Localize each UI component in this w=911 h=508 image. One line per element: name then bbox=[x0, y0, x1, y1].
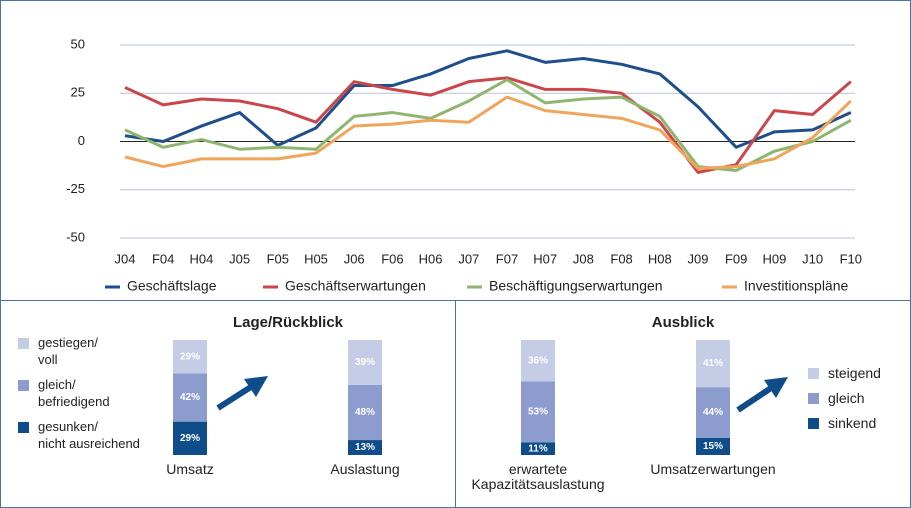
legend-label: Beschäftigungserwartungen bbox=[489, 278, 663, 294]
x-tick-label: J09 bbox=[688, 251, 709, 266]
x-tick-label: F06 bbox=[381, 251, 403, 266]
value-label: 41% bbox=[703, 358, 723, 369]
legend-label: gesunken/ nicht ausreichend bbox=[38, 419, 140, 451]
legend-label: sinkend bbox=[828, 415, 877, 431]
legend-label: steigend bbox=[828, 365, 881, 381]
legend-marker bbox=[808, 418, 819, 429]
category-label: erwartete Kapazitätsauslastung bbox=[471, 461, 605, 492]
arrow bbox=[736, 377, 788, 413]
legend-label: gestiegen/ voll bbox=[38, 335, 98, 367]
value-label: 48% bbox=[355, 407, 375, 418]
bar-segment bbox=[348, 384, 382, 441]
bar-segment bbox=[173, 373, 207, 422]
y-tick-label: -25 bbox=[66, 181, 85, 196]
category-label: Umsatz bbox=[166, 461, 214, 477]
legend-label: Investitionspläne bbox=[744, 278, 849, 294]
legend-marker bbox=[808, 393, 819, 404]
panel-title: Ausblick bbox=[652, 314, 715, 331]
x-tick-label: H06 bbox=[419, 251, 443, 266]
legend-marker bbox=[18, 380, 29, 391]
x-tick-label: F09 bbox=[725, 251, 747, 266]
line-series bbox=[124, 78, 852, 172]
value-label: 29% bbox=[180, 433, 200, 444]
value-label: 29% bbox=[180, 351, 200, 362]
bar-segment bbox=[696, 437, 730, 455]
arrow bbox=[216, 376, 268, 411]
line-series bbox=[124, 49, 852, 149]
y-tick-label: -50 bbox=[66, 229, 85, 244]
bar-segment bbox=[348, 440, 382, 455]
x-tick-label: H05 bbox=[304, 251, 328, 266]
value-label: 53% bbox=[528, 407, 548, 418]
y-tick-label: 0 bbox=[78, 133, 85, 148]
panel-title: Lage/Rückblick bbox=[233, 314, 344, 331]
x-tick-label: H07 bbox=[533, 251, 557, 266]
y-tick-label: 25 bbox=[71, 85, 85, 100]
value-label: 44% bbox=[703, 407, 723, 418]
x-tick-label: J04 bbox=[115, 251, 136, 266]
bar-segment bbox=[521, 381, 555, 443]
value-label: 36% bbox=[528, 355, 548, 366]
bar-segment bbox=[521, 442, 555, 455]
x-tick-label: H09 bbox=[762, 251, 786, 266]
x-tick-label: J05 bbox=[229, 251, 250, 266]
legend-label: Geschäftserwartungen bbox=[285, 278, 426, 294]
legend-label: Geschäftslage bbox=[127, 278, 217, 294]
value-label: 15% bbox=[703, 441, 723, 452]
value-label: 13% bbox=[355, 442, 375, 453]
line-series bbox=[124, 95, 852, 171]
bar-segment bbox=[173, 340, 207, 374]
x-tick-label: F07 bbox=[496, 251, 518, 266]
category-label: Umsatzerwartungen bbox=[650, 461, 776, 477]
bar-segment bbox=[521, 340, 555, 382]
legend-marker bbox=[18, 422, 29, 433]
x-tick-label: J10 bbox=[802, 251, 823, 266]
value-label: 42% bbox=[180, 392, 200, 403]
bar-segment bbox=[696, 340, 730, 388]
legend-label: gleich bbox=[828, 390, 865, 406]
legend-marker bbox=[18, 338, 29, 349]
x-tick-label: F08 bbox=[610, 251, 632, 266]
bar-segment bbox=[348, 340, 382, 385]
category-label: Auslastung bbox=[330, 461, 400, 477]
bar-segment bbox=[696, 387, 730, 438]
x-tick-label: H04 bbox=[189, 251, 213, 266]
x-tick-label: H08 bbox=[648, 251, 672, 266]
bar-segment bbox=[173, 421, 207, 455]
x-tick-label: F04 bbox=[152, 251, 174, 266]
value-label: 39% bbox=[355, 357, 375, 368]
legend-marker bbox=[808, 368, 819, 379]
x-tick-label: J06 bbox=[344, 251, 365, 266]
value-label: 11% bbox=[528, 443, 548, 454]
x-tick-label: J07 bbox=[458, 251, 479, 266]
x-tick-label: J08 bbox=[573, 251, 594, 266]
y-tick-label: 50 bbox=[71, 36, 85, 51]
x-tick-label: F10 bbox=[840, 251, 862, 266]
legend-label: gleich/ befriedigend bbox=[38, 377, 110, 409]
x-tick-label: F05 bbox=[267, 251, 289, 266]
